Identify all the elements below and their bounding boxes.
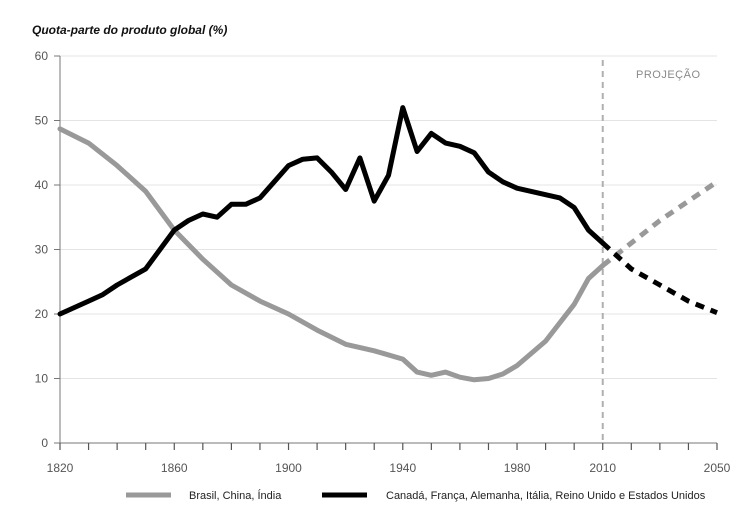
series-projection-2 xyxy=(601,241,718,316)
projection-label: PROJEÇÃO xyxy=(636,68,701,81)
y-tick-label: 30 xyxy=(35,243,49,257)
x-tick-label: 1900 xyxy=(275,461,302,475)
y-tick-label: 40 xyxy=(35,178,49,192)
x-tick-label: 1860 xyxy=(161,461,188,475)
grid-layer xyxy=(60,55,717,443)
x-tick-label: 2010 xyxy=(589,461,616,475)
x-tick-label: 1940 xyxy=(389,461,416,475)
chart-title: Quota-parte do produto global (%) xyxy=(32,23,227,37)
y-tick-label: 10 xyxy=(35,372,49,386)
y-tick-label: 20 xyxy=(35,307,49,321)
y-tick-label: 50 xyxy=(35,114,49,128)
legend: Brasil, China, Índia Canadá, França, Alem… xyxy=(126,489,706,502)
y-tick-label: 0 xyxy=(41,436,48,450)
legend-label-1: Brasil, China, Índia xyxy=(189,489,282,502)
series-line-1 xyxy=(57,126,606,383)
x-tick-label: 2050 xyxy=(704,461,731,475)
series-line-2 xyxy=(57,105,606,317)
x-tick-label: 1980 xyxy=(504,461,531,475)
axes-layer: 0 10 20 30 40 50 60 1820 1860 1900 1940 1980 2010 205… xyxy=(35,49,731,475)
legend-label-2: Canadá, França, Alemanha, Itália, Reino … xyxy=(386,490,706,502)
series-projection-1 xyxy=(601,179,719,268)
y-tick-label: 60 xyxy=(35,49,49,63)
series-layer xyxy=(57,105,719,383)
x-tick-label: 1820 xyxy=(47,461,74,475)
